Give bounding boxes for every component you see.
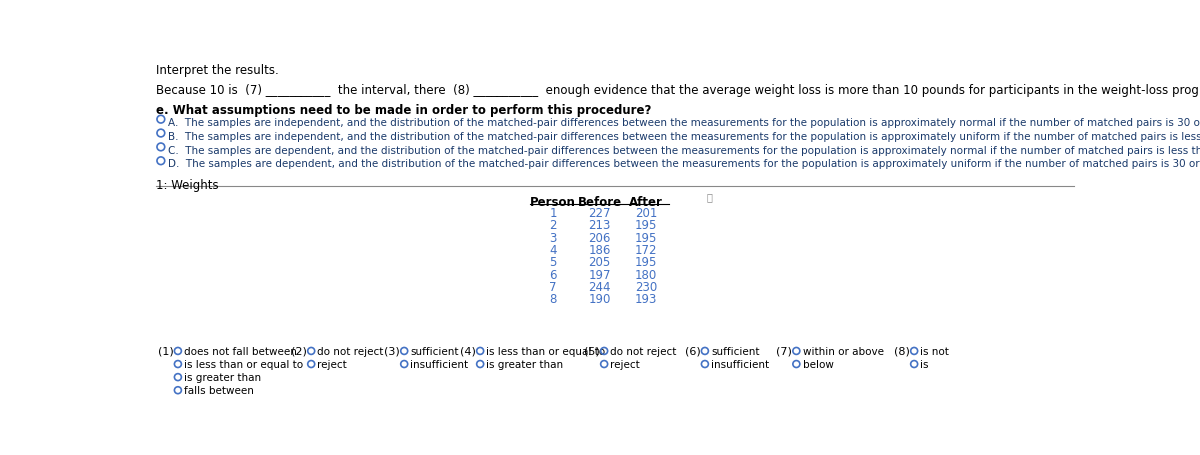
Text: ⎘: ⎘ <box>707 192 713 201</box>
Text: B.  The samples are independent, and the distribution of the matched-pair differ: B. The samples are independent, and the … <box>168 131 1200 142</box>
Text: 193: 193 <box>635 293 658 306</box>
Text: 230: 230 <box>635 280 658 293</box>
Text: A.  The samples are independent, and the distribution of the matched-pair differ: A. The samples are independent, and the … <box>168 117 1200 127</box>
Text: 4: 4 <box>550 243 557 257</box>
Text: Interpret the results.: Interpret the results. <box>156 64 278 77</box>
Text: 1: Weights: 1: Weights <box>156 179 218 192</box>
Text: sufficient: sufficient <box>712 346 760 356</box>
Text: insufficient: insufficient <box>712 359 769 369</box>
Text: (2): (2) <box>292 346 307 356</box>
Text: 213: 213 <box>588 219 611 232</box>
Text: is greater than: is greater than <box>184 372 262 382</box>
Text: 2: 2 <box>550 219 557 232</box>
Text: 206: 206 <box>588 231 611 244</box>
Text: Before: Before <box>577 196 622 209</box>
Text: is: is <box>920 359 929 369</box>
Text: (3): (3) <box>384 346 400 356</box>
Text: (8): (8) <box>894 346 910 356</box>
Text: e. What assumptions need to be made in order to perform this procedure?: e. What assumptions need to be made in o… <box>156 104 652 117</box>
Text: does not fall between: does not fall between <box>184 346 296 356</box>
Text: 8: 8 <box>550 293 557 306</box>
Text: below: below <box>803 359 834 369</box>
Text: 1: 1 <box>550 207 557 220</box>
Text: falls between: falls between <box>184 385 254 395</box>
Text: 201: 201 <box>635 207 658 220</box>
Text: 197: 197 <box>588 268 611 281</box>
Text: is less than or equal to: is less than or equal to <box>184 359 304 369</box>
Text: within or above: within or above <box>803 346 883 356</box>
Text: 5: 5 <box>550 256 557 269</box>
Text: is greater than: is greater than <box>486 359 564 369</box>
Text: C.  The samples are dependent, and the distribution of the matched-pair differen: C. The samples are dependent, and the di… <box>168 145 1200 155</box>
Text: reject: reject <box>611 359 640 369</box>
Text: (1): (1) <box>157 346 174 356</box>
Text: 180: 180 <box>635 268 658 281</box>
Text: 195: 195 <box>635 219 658 232</box>
Text: insufficient: insufficient <box>410 359 468 369</box>
Text: 227: 227 <box>588 207 611 220</box>
Text: (4): (4) <box>460 346 476 356</box>
Text: 186: 186 <box>588 243 611 257</box>
Text: (5): (5) <box>584 346 600 356</box>
Text: (6): (6) <box>685 346 701 356</box>
Text: is not: is not <box>920 346 949 356</box>
Text: D.  The samples are dependent, and the distribution of the matched-pair differen: D. The samples are dependent, and the di… <box>168 159 1200 169</box>
Text: Person: Person <box>530 196 576 209</box>
Text: 205: 205 <box>588 256 611 269</box>
Text: reject: reject <box>317 359 347 369</box>
Text: 195: 195 <box>635 231 658 244</box>
Text: Because 10 is  (7) ___________  the interval, there  (8) ___________  enough evi: Because 10 is (7) ___________ the interv… <box>156 84 1200 97</box>
Text: After: After <box>629 196 662 209</box>
Text: do not reject: do not reject <box>611 346 677 356</box>
Text: 172: 172 <box>635 243 658 257</box>
Text: (7): (7) <box>776 346 792 356</box>
Text: 195: 195 <box>635 256 658 269</box>
Text: 6: 6 <box>550 268 557 281</box>
Text: 244: 244 <box>588 280 611 293</box>
Text: 3: 3 <box>550 231 557 244</box>
Text: do not reject: do not reject <box>317 346 384 356</box>
Text: is less than or equal to: is less than or equal to <box>486 346 606 356</box>
Text: sufficient: sufficient <box>410 346 458 356</box>
Text: 190: 190 <box>588 293 611 306</box>
Text: 7: 7 <box>550 280 557 293</box>
